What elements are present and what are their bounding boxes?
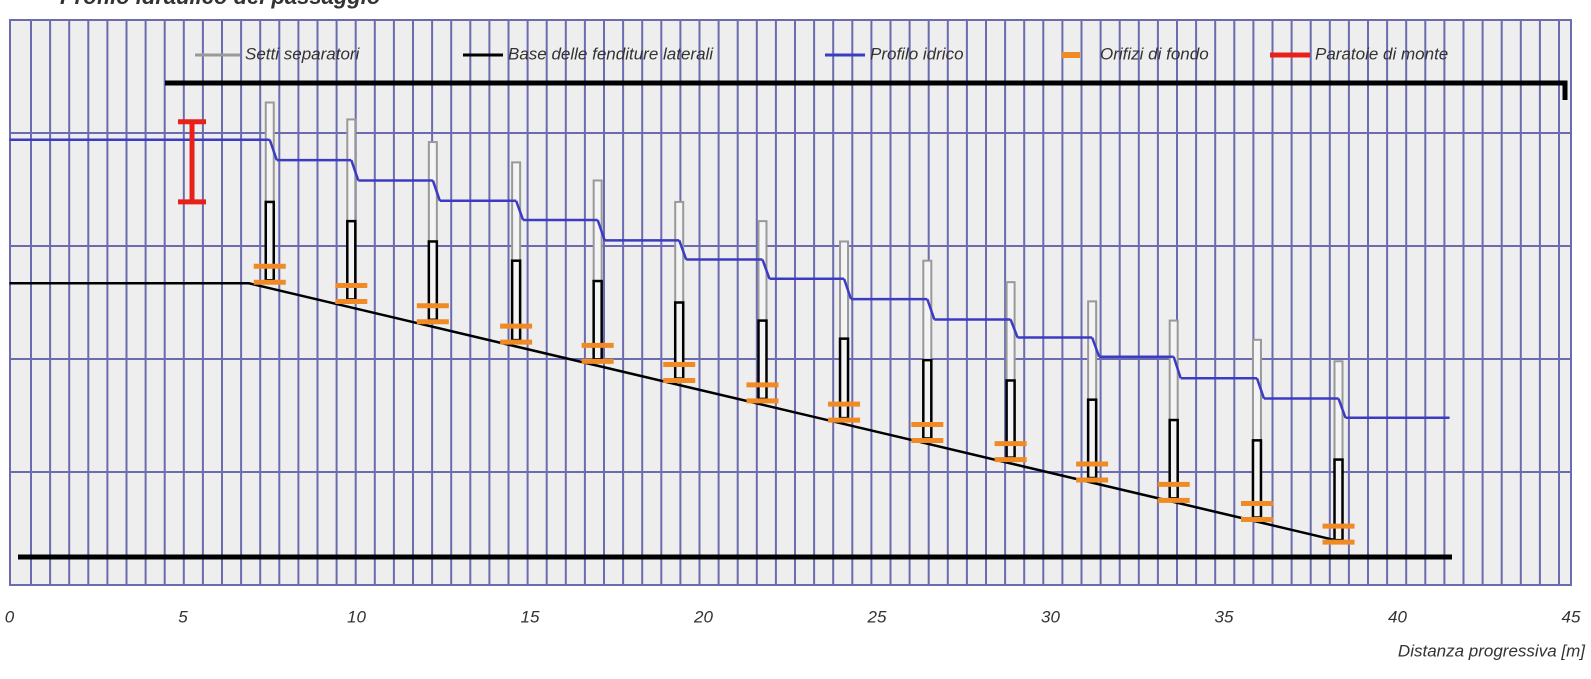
water-drop	[350, 159, 360, 181]
water-drop	[1172, 356, 1182, 379]
legend-label: Paratoie di monte	[1315, 44, 1448, 63]
x-tick-label: 25	[867, 607, 887, 626]
x-axis-label: Distanza progressiva [m]	[1398, 641, 1586, 660]
water-drop	[926, 298, 936, 320]
water-drop	[596, 219, 606, 241]
chart-title: Profilo idraulico del passaggio	[60, 0, 380, 9]
x-tick-label: 0	[5, 607, 15, 626]
water-drop	[268, 139, 278, 161]
water-drop	[842, 278, 853, 300]
water-drop	[1090, 337, 1101, 358]
water-drop	[1255, 377, 1266, 399]
slot	[673, 301, 685, 380]
base-line	[9, 282, 1339, 543]
water-drop	[1337, 398, 1347, 419]
legend-label: Setti separatori	[245, 44, 361, 63]
water-drop	[1009, 318, 1019, 338]
water-drop	[431, 180, 442, 202]
x-tick-label: 35	[1215, 607, 1234, 626]
x-tick-label: 20	[693, 607, 713, 626]
legend-label: Orifizi di fondo	[1100, 44, 1209, 63]
x-tick-label: 5	[178, 607, 188, 626]
x-tick-label: 30	[1041, 607, 1060, 626]
x-tick-label: 15	[521, 607, 540, 626]
x-tick-label: 40	[1388, 607, 1407, 626]
legend-label: Base delle fenditure laterali	[508, 44, 714, 63]
water-drop	[678, 239, 688, 260]
frame-line	[165, 80, 1568, 100]
legend-label: Profilo idrico	[870, 44, 964, 63]
x-tick-label: 10	[347, 607, 366, 626]
water-drop	[761, 259, 771, 280]
x-tick-label: 45	[1562, 607, 1581, 626]
water-drop	[514, 200, 525, 221]
